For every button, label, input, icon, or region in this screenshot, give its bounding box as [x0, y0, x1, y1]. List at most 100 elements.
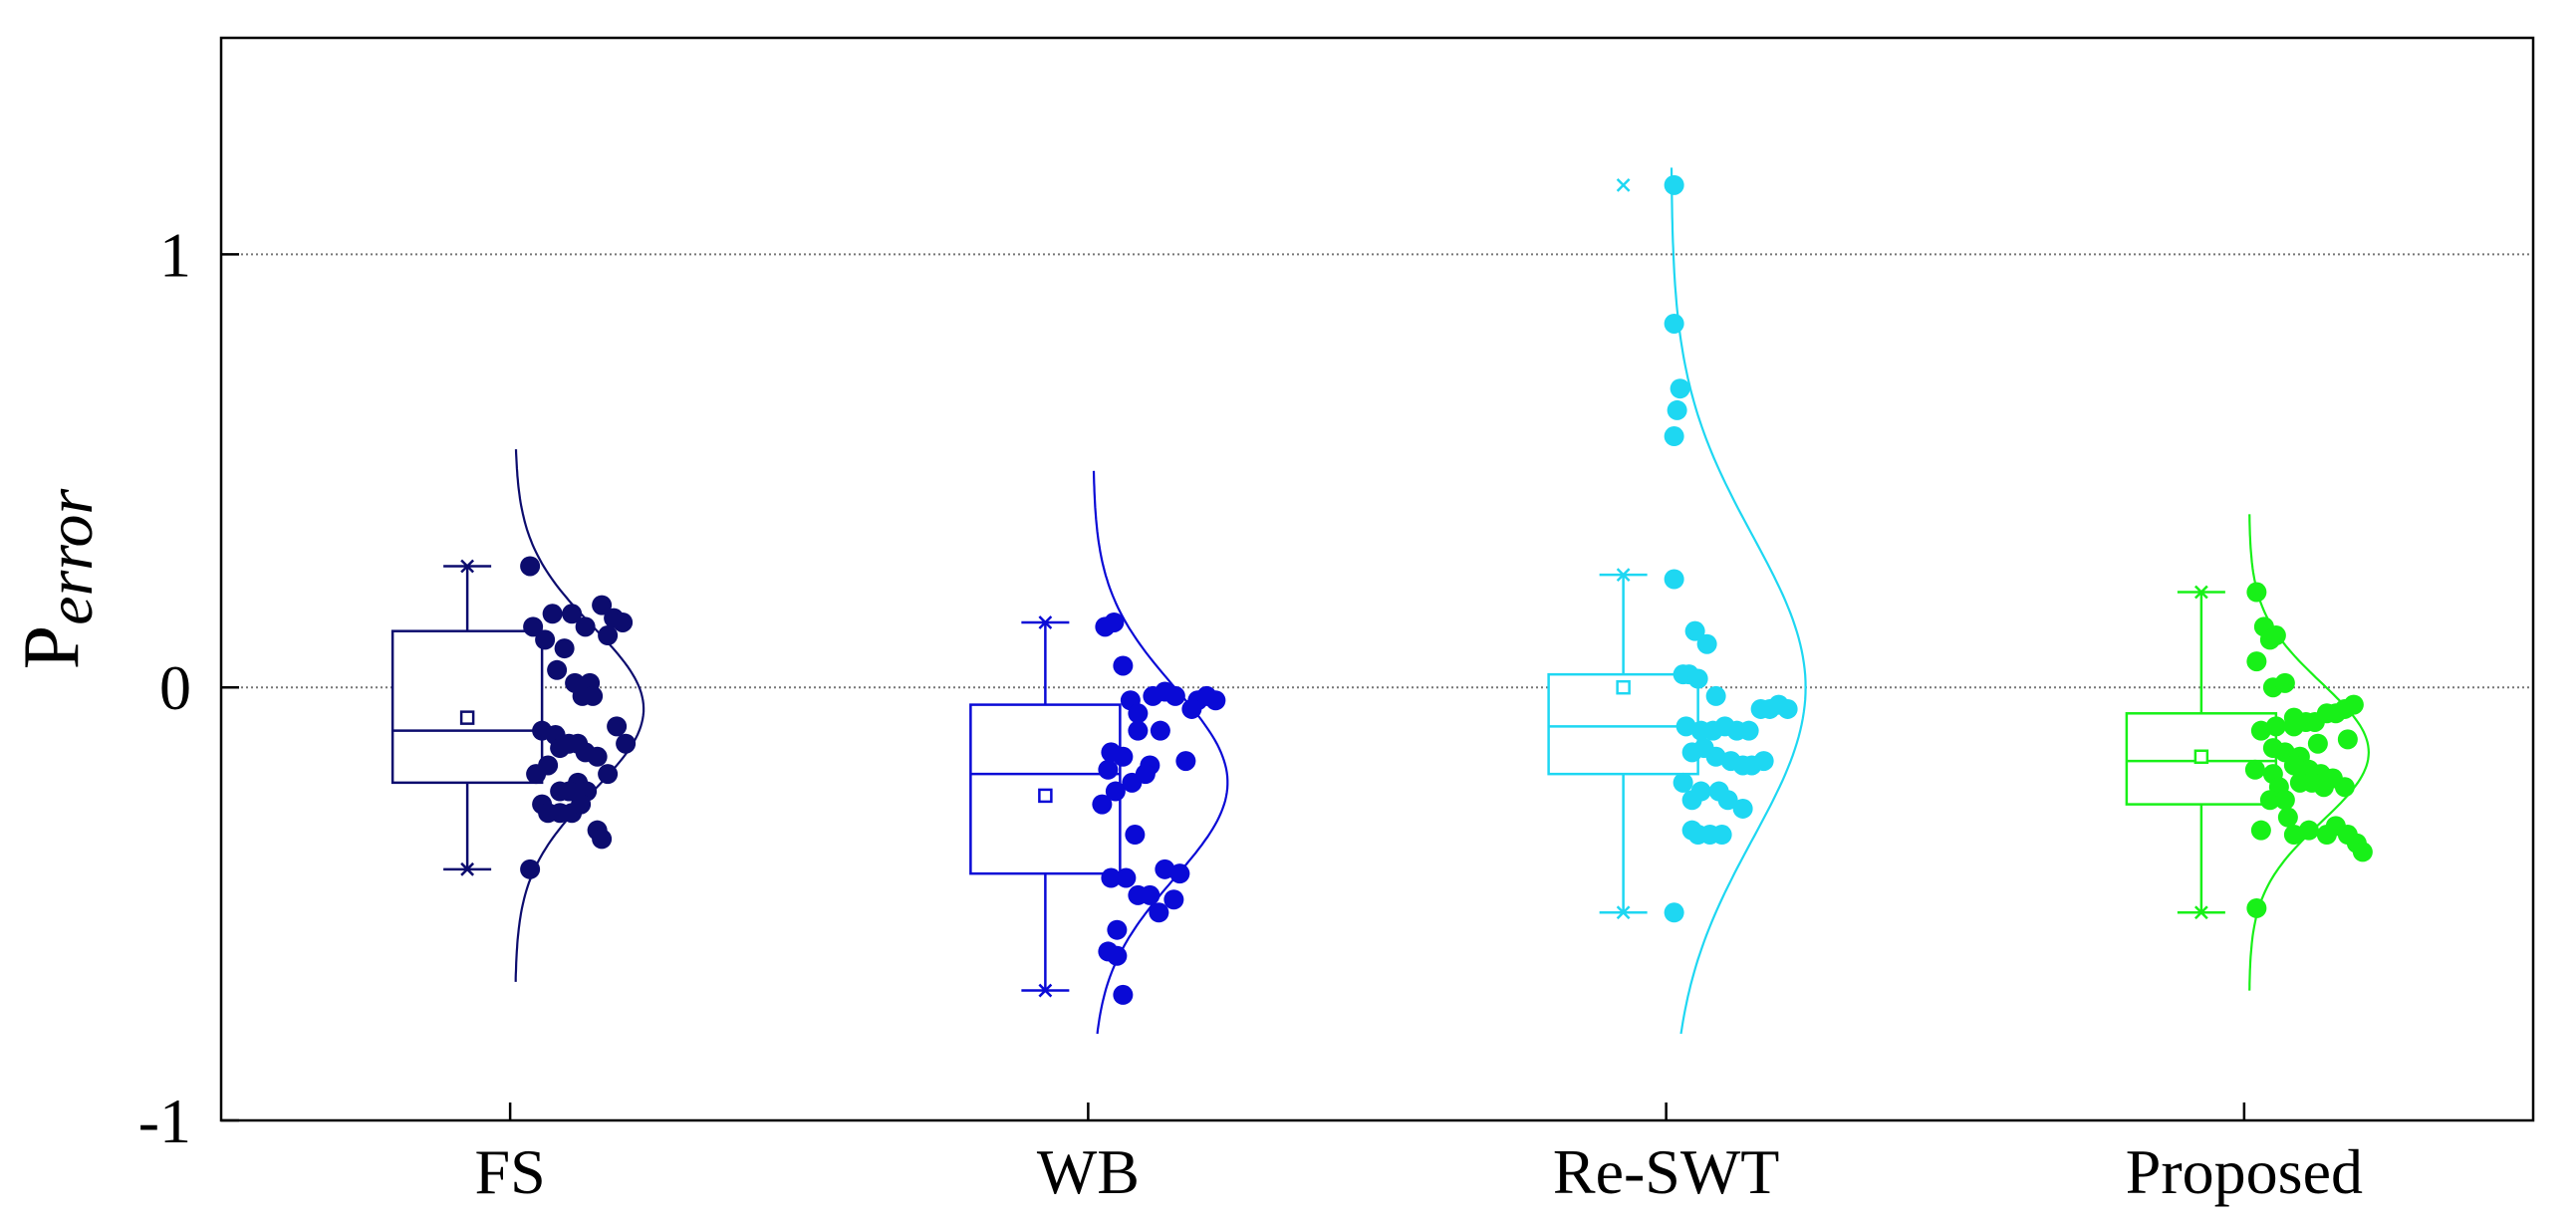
data-point [1164, 685, 1185, 706]
data-point [1711, 825, 1732, 846]
data-point [1670, 378, 1690, 399]
data-point [520, 858, 541, 879]
data-point [520, 556, 541, 577]
data-point [1696, 633, 1717, 654]
series-wb [969, 470, 1229, 1035]
x-tick-label: WB [1037, 1136, 1140, 1207]
data-point [2244, 759, 2265, 780]
min-marker [2193, 905, 2208, 920]
data-point [2246, 582, 2267, 603]
data-point [1684, 620, 1705, 641]
x-tick-label: Re-SWT [1553, 1136, 1780, 1207]
data-point [2301, 772, 2322, 793]
data-point [2307, 733, 2328, 754]
min-marker [460, 861, 475, 876]
data-point [1664, 313, 1684, 334]
data-point [1181, 698, 1202, 719]
data-point [1732, 798, 1753, 819]
data-point [1687, 668, 1708, 689]
data-point [1690, 781, 1711, 802]
max-marker [1616, 568, 1631, 583]
data-point [587, 746, 608, 767]
mean-marker [2193, 749, 2209, 765]
data-point [1128, 720, 1149, 741]
data-point [2250, 820, 2271, 841]
data-point [607, 716, 628, 737]
series-layer [390, 167, 2373, 1035]
data-point [1101, 867, 1122, 888]
data-point [547, 659, 568, 680]
y-axis-title-subscript: error [34, 488, 107, 624]
grid-layer [221, 253, 2533, 689]
x-tick-label: FS [475, 1136, 546, 1207]
data-point [2265, 625, 2286, 646]
y-tick-label: 0 [159, 652, 191, 723]
distribution-curve [1670, 167, 1807, 1035]
data-point [571, 794, 592, 815]
y-tick-label: 1 [159, 219, 191, 290]
data-point [2283, 825, 2304, 846]
x-tick-label: Proposed [2126, 1136, 2363, 1207]
data-point [1107, 945, 1128, 966]
data-point [1140, 884, 1160, 905]
data-point [2295, 711, 2316, 732]
data-point [523, 616, 544, 637]
plot-frame [219, 36, 2535, 1122]
data-point [538, 755, 559, 776]
data-point [1113, 746, 1134, 767]
data-point [1107, 919, 1128, 940]
max-marker [460, 559, 475, 574]
axis-layer: -1 0 1 FS WB Re-SWT Proposed [138, 219, 2363, 1207]
data-point [1150, 720, 1170, 741]
data-point [616, 733, 637, 754]
outlier-marker [1616, 177, 1631, 192]
min-marker [1616, 905, 1631, 920]
data-point [1092, 794, 1113, 815]
data-point [592, 595, 613, 615]
y-axis-title: Perror [8, 488, 107, 669]
data-point [2277, 807, 2298, 828]
data-point [2337, 729, 2358, 750]
data-point [2246, 651, 2267, 672]
data-point [535, 629, 556, 650]
data-point [1175, 751, 1196, 772]
y-axis-title-main: P [8, 625, 96, 670]
data-point [554, 638, 575, 659]
data-point [1128, 703, 1149, 724]
data-point [1664, 426, 1684, 447]
data-point [1135, 764, 1156, 785]
data-point [2343, 694, 2364, 715]
data-point [575, 616, 596, 637]
data-point [613, 612, 634, 632]
data-point [583, 685, 604, 706]
data-point [1113, 984, 1134, 1005]
data-point [559, 781, 580, 802]
data-point [1705, 685, 1726, 706]
data-point [1705, 746, 1726, 767]
data-point [1667, 399, 1687, 420]
data-point [1205, 690, 1226, 711]
data-point [1717, 790, 1738, 811]
data-point [2265, 716, 2286, 737]
distribution-curve [1092, 470, 1229, 1035]
data-point [1664, 902, 1684, 923]
max-marker [2193, 585, 2208, 600]
iqr-box [390, 629, 544, 785]
data-point [1169, 863, 1190, 884]
data-point [2246, 897, 2267, 918]
data-point [2283, 755, 2304, 776]
data-point [598, 764, 619, 785]
data-point [2259, 790, 2280, 811]
data-point [2352, 842, 2373, 862]
data-point [592, 829, 613, 850]
data-point [562, 604, 583, 624]
data-point [1116, 867, 1137, 888]
data-point [2298, 820, 2319, 841]
data-point [1105, 781, 1126, 802]
series-re-swt [1547, 167, 1807, 1035]
distribution-curve [514, 449, 645, 982]
series-proposed [2125, 514, 2373, 991]
data-point [598, 625, 619, 646]
data-point [1098, 759, 1119, 780]
